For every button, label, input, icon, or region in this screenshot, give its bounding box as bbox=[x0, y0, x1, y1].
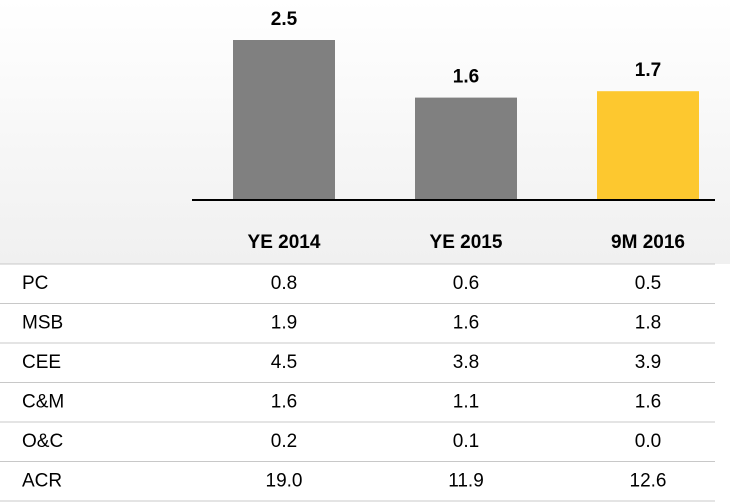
cell: 3.9 bbox=[635, 352, 661, 373]
data-label: 1.7 bbox=[635, 60, 661, 81]
row-label: O&C bbox=[22, 431, 63, 452]
cell: 1.6 bbox=[635, 391, 661, 412]
column-header: 9M 2016 bbox=[611, 232, 685, 253]
data-label: 2.5 bbox=[271, 9, 298, 30]
cell: 0.6 bbox=[453, 273, 479, 294]
cell: 0.2 bbox=[271, 431, 297, 452]
cell: 4.5 bbox=[271, 352, 297, 373]
row-label: MSB bbox=[22, 312, 63, 333]
row-label: PC bbox=[22, 273, 48, 294]
cell: 0.0 bbox=[635, 431, 661, 452]
row-label: CEE bbox=[22, 352, 61, 373]
cell: 0.1 bbox=[453, 431, 479, 452]
cell: 0.8 bbox=[271, 273, 297, 294]
column-header: YE 2014 bbox=[248, 232, 321, 253]
data-label: 1.6 bbox=[453, 67, 479, 88]
cell: 0.5 bbox=[635, 273, 661, 294]
row-label: C&M bbox=[22, 391, 64, 412]
cell: 1.6 bbox=[271, 391, 297, 412]
cell: 1.8 bbox=[635, 312, 661, 333]
cell: 12.6 bbox=[630, 470, 667, 491]
cell: 1.6 bbox=[453, 312, 479, 333]
bar bbox=[233, 40, 335, 200]
cell: 1.9 bbox=[271, 312, 297, 333]
cell: 19.0 bbox=[266, 470, 303, 491]
bar bbox=[415, 97, 517, 200]
cell: 3.8 bbox=[453, 352, 479, 373]
cell: 11.9 bbox=[448, 470, 484, 491]
column-header: YE 2015 bbox=[430, 232, 503, 253]
cell: 1.1 bbox=[453, 391, 479, 412]
row-label: ACR bbox=[22, 470, 62, 491]
bar bbox=[597, 91, 699, 200]
